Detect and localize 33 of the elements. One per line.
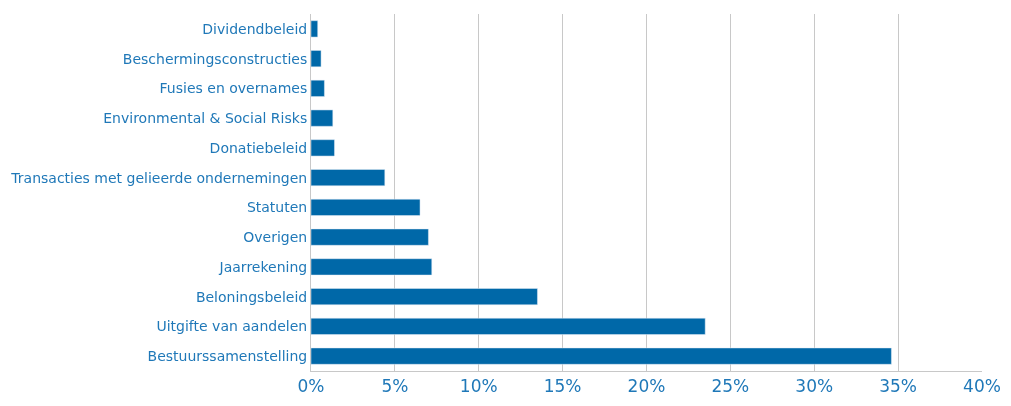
x-tick-label: 5% (381, 376, 409, 397)
x-tick-label: 15% (543, 376, 582, 397)
x-tick-label: 35% (879, 376, 918, 397)
bar (311, 228, 429, 246)
bar (311, 288, 538, 306)
y-tick-label: Transacties met gelieerde ondernemingen (10, 169, 308, 186)
bar (311, 20, 318, 38)
y-tick-label: Beschermingsconstructies (122, 50, 308, 67)
x-tick-label: 0% (297, 376, 325, 397)
y-tick-label: Dividendbeleid (202, 20, 308, 37)
x-tick-label: 20% (627, 376, 666, 397)
bar (311, 347, 892, 365)
y-tick-label: Environmental & Social Risks (103, 110, 308, 127)
y-tick-label: Bestuurssamenstelling (147, 348, 308, 365)
bar (311, 139, 335, 157)
y-tick-label: Jaarrekening (218, 258, 308, 275)
y-tick-label: Statuten (246, 199, 308, 216)
y-tick-label: Uitgifte van aandelen (156, 318, 308, 335)
y-tick-label: Overigen (243, 229, 308, 246)
y-tick-label: Donatiebeleid (209, 139, 308, 156)
bar (311, 258, 433, 276)
y-tick-label: Beloningsbeleid (195, 288, 308, 305)
bar (311, 109, 334, 127)
x-tick-label: 25% (711, 376, 750, 397)
bar (311, 169, 386, 187)
bar (311, 317, 706, 335)
bar (311, 50, 322, 68)
y-tick-label: Fusies en overnames (159, 80, 308, 97)
bar (311, 79, 325, 97)
bar (311, 198, 421, 216)
x-tick-label: 30% (795, 376, 834, 397)
x-tick-label: 10% (459, 376, 498, 397)
x-tick-label: 40% (963, 376, 1001, 397)
